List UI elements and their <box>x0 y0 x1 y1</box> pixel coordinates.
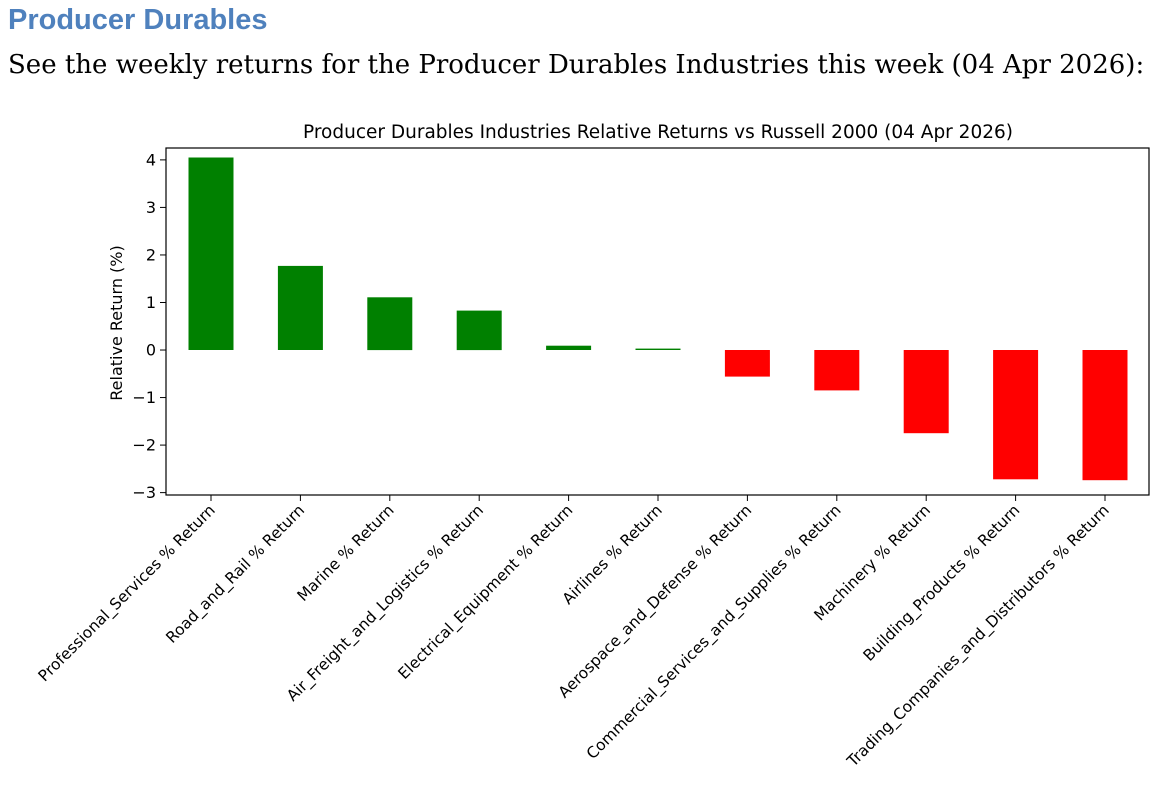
y-tick-label: 4 <box>146 150 156 169</box>
x-tick-label: Aerospace_and_Defense % Return <box>555 501 756 702</box>
bar-7 <box>724 350 770 377</box>
y-tick-label: 2 <box>146 245 156 264</box>
y-tick-label: −2 <box>132 436 156 455</box>
y-tick-label: 1 <box>146 293 156 312</box>
y-tick-label: 0 <box>146 341 156 360</box>
bar-10 <box>993 350 1039 480</box>
bar-5 <box>546 345 592 350</box>
x-tick-label: Airlines % Return <box>559 501 666 608</box>
bar-4 <box>456 310 502 351</box>
y-tick-label: −3 <box>132 483 156 502</box>
bar-6 <box>635 348 681 350</box>
bar-11 <box>1082 350 1128 481</box>
x-tick-label: Electrical_Equipment % Return <box>395 501 578 684</box>
chart-title: Producer Durables Industries Relative Re… <box>303 122 1013 143</box>
y-tick-label: 3 <box>146 198 156 217</box>
bar-2 <box>277 265 323 350</box>
bar-1 <box>188 157 234 350</box>
bar-9 <box>903 350 949 434</box>
bar-8 <box>814 350 860 391</box>
bar-3 <box>367 297 413 351</box>
y-axis-label: Relative Return (%) <box>107 245 126 400</box>
intro-text: See the weekly returns for the Producer … <box>8 50 1145 80</box>
x-tick-label: Marine % Return <box>294 501 398 605</box>
y-tick-label: −1 <box>132 388 156 407</box>
x-tick-label: Professional_Services % Return <box>35 501 220 686</box>
x-tick-label: Building_Products % Return <box>860 501 1024 665</box>
section-heading: Producer Durables <box>8 4 268 36</box>
x-tick-label: Air_Freight_and_Logistics % Return <box>283 501 487 705</box>
